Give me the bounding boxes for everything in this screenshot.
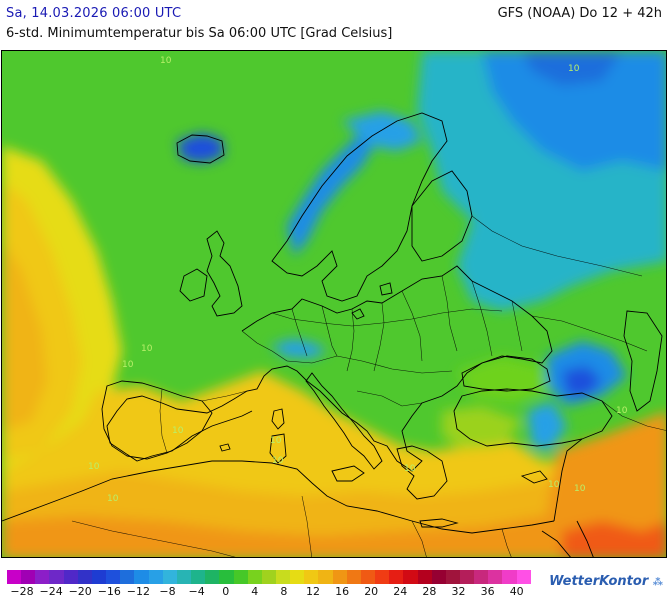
legend-swatch [106,570,121,584]
legend-ticks: −28 −24 −20 −16 −12 −8 −4 0 4 8 12 16 20 24 28 32 36 40 [0,585,540,599]
contour-label: 10 [616,406,628,416]
legend-swatch [474,570,489,584]
legend-swatch [176,570,192,584]
legend-tick-label: 36 [480,585,495,598]
temperature-map: 10 10 10 10 10 10 10 10 10 10 10 10 10 [1,50,667,558]
contour-label: 10 [404,464,416,474]
legend-swatch [148,570,163,584]
legend-swatch [488,570,503,584]
legend-swatch [445,570,460,584]
contour-label: 10 [272,456,284,466]
color-legend [7,570,531,584]
legend-swatch [261,570,276,584]
legend-swatch [162,570,177,584]
legend-swatch [431,570,446,584]
legend-tick-label: 20 [364,585,379,598]
legend-swatch [120,570,135,584]
contour-label: 10 [107,494,119,504]
legend-tick-label: −4 [188,585,205,598]
legend-swatch [290,570,305,584]
legend-swatch [502,570,517,584]
legend-swatch [332,570,347,584]
contour-label: 10 [270,436,282,446]
brand-name: WetterKontor [549,574,649,589]
legend-tick-label: 40 [509,585,524,598]
legend-tick-label: 4 [251,585,259,598]
legend-swatch [205,570,220,584]
legend-tick-label: −8 [159,585,176,598]
legend-tick-label: −16 [97,585,121,598]
legend-tick-label: −28 [10,585,34,598]
legend-swatch [375,570,390,584]
contour-label: 10 [160,56,172,66]
legend-swatch [460,570,475,584]
legend-swatch [91,570,107,584]
contour-label: 10 [88,462,100,472]
legend-swatch [346,570,361,584]
legend-tick-label: 16 [335,585,350,598]
legend-tick-label: −24 [39,585,63,598]
legend-swatch [63,570,78,584]
sun-dots-icon: ⁂ [652,577,663,588]
valid-time: Sa, 14.03.2026 06:00 UTC [6,6,182,21]
contour-label: 10 [568,64,580,74]
legend-tick-label: 12 [306,585,320,598]
legend-tick-label: 24 [393,585,408,598]
parameter-title: 6-std. Minimumtemperatur bis Sa 06:00 UT… [6,26,393,41]
legend-swatch [389,570,404,584]
legend-tick-label: −20 [68,585,92,598]
model-run: GFS (NOAA) Do 12 + 42h [497,6,662,21]
legend-swatch [49,570,64,584]
borders [71,215,666,557]
legend-swatch [360,570,376,584]
legend-swatch [219,570,234,584]
legend-swatch [233,570,248,584]
legend-swatch [134,570,149,584]
contour-label: 10 [574,484,586,494]
coastlines [2,112,663,557]
contour-label: 10 [548,480,560,490]
legend-swatch [191,570,206,584]
legend-swatch [77,570,92,584]
legend-tick-label: −12 [126,585,150,598]
contour-label: 10 [172,426,184,436]
legend-swatch [35,570,50,584]
map-svg: 10 10 10 10 10 10 10 10 10 10 10 10 10 [2,51,666,557]
legend-swatch [304,570,319,584]
legend-swatch [275,570,291,584]
wetterkontor-logo[interactable]: WetterKontor ⁂ [549,574,663,589]
legend-tick-label: 32 [451,585,466,598]
legend-swatch [7,570,22,584]
temperature-field [2,51,666,557]
contour-label: 10 [141,344,153,354]
legend-tick-label: 28 [422,585,437,598]
legend-tick-label: 0 [222,585,230,598]
legend-tick-label: 8 [280,585,288,598]
legend-swatch [247,570,262,584]
contour-label: 10 [122,360,134,370]
legend-swatch [417,570,432,584]
legend-swatch [403,570,418,584]
legend-swatch [318,570,333,584]
legend-swatch [21,570,36,584]
legend-swatch [516,570,531,584]
contour-labels: 10 10 10 10 10 10 10 10 10 10 10 10 10 [88,56,628,504]
